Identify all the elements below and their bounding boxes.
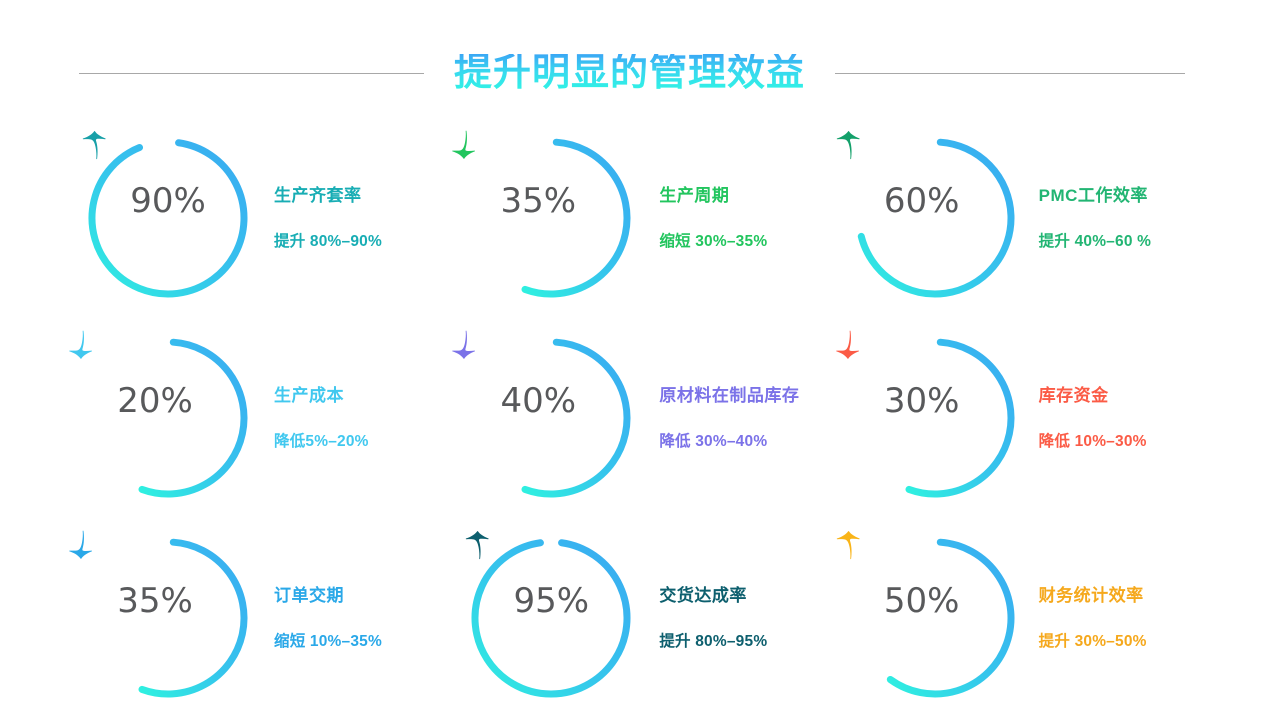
kpi-labels: 生产齐套率 提升 80%–90% — [274, 187, 382, 250]
kpi-dial: 30% — [835, 330, 1023, 506]
kpi-dial-center: 20% — [67, 330, 243, 506]
kpi-delta: 缩短 30%–35% — [659, 232, 768, 250]
kpi-name: 库存资金 — [1038, 385, 1109, 405]
kpi-name: PMC工作效率 — [1038, 185, 1148, 205]
kpi-item: 90% 生产齐套率 提升 80%–90% — [62, 118, 445, 318]
header-rule-right — [835, 72, 1185, 74]
kpi-dial-center: 60% — [834, 130, 1010, 306]
kpi-dial-center: 35% — [450, 130, 626, 306]
kpi-dial: 50% — [836, 530, 1023, 706]
kpi-item: 35% 生产周期 缩短 30%–35% — [445, 118, 828, 318]
kpi-delta: 降低 10%–30% — [1038, 432, 1147, 450]
kpi-labels: PMC工作效率 提升 40%–60 % — [1039, 187, 1151, 250]
kpi-name: 生产成本 — [274, 385, 344, 405]
kpi-labels: 订单交期 缩短 10%–35% — [274, 587, 382, 650]
kpi-dial: 90% — [80, 130, 256, 306]
kpi-delta: 降低5%–20% — [274, 432, 369, 450]
kpi-labels: 原材料在制品库存 降低 30%–40% — [659, 387, 799, 450]
kpi-dial-center: 35% — [67, 530, 243, 706]
page-title: 提升明显的管理效益 — [453, 52, 805, 94]
kpi-value: 50% — [883, 580, 960, 621]
kpi-dial-center: 50% — [834, 530, 1010, 706]
kpi-name: 原材料在制品库存 — [659, 385, 800, 405]
progress-ring-icon — [138, 538, 248, 698]
kpi-value: 95% — [513, 580, 590, 621]
kpi-name: 财务统计效率 — [1038, 585, 1144, 605]
kpi-delta: 缩短 10%–35% — [274, 632, 382, 650]
kpi-name: 交货达成率 — [659, 585, 747, 605]
kpi-value: 60% — [883, 180, 960, 221]
kpi-name: 生产齐套率 — [274, 185, 362, 205]
kpi-labels: 库存资金 降低 10%–30% — [1039, 387, 1147, 450]
kpi-value: 35% — [117, 580, 193, 621]
kpi-value: 35% — [500, 180, 577, 221]
kpi-item: 20% 生产成本 降低5%–20% — [62, 318, 445, 518]
kpi-dial: 60% — [836, 130, 1023, 306]
kpi-labels: 生产成本 降低5%–20% — [274, 387, 369, 450]
progress-ring-icon — [886, 538, 1015, 698]
kpi-item: 35% 订单交期 缩短 10%–35% — [62, 518, 445, 718]
kpi-labels: 生产周期 缩短 30%–35% — [659, 187, 767, 250]
kpi-delta: 提升 30%–50% — [1038, 632, 1147, 650]
kpi-value: 30% — [883, 380, 960, 421]
kpi-delta: 提升 80%–90% — [274, 232, 382, 250]
kpi-item: 50% 财务统计效率 提升 30%–50% — [829, 518, 1212, 718]
kpi-dial-center: 40% — [450, 330, 626, 506]
progress-ring-icon — [521, 338, 631, 498]
progress-ring-icon — [471, 539, 631, 698]
kpi-dial: 95% — [463, 530, 639, 706]
kpi-labels: 财务统计效率 提升 30%–50% — [1039, 587, 1147, 650]
kpi-dial: 20% — [69, 330, 256, 506]
header-rule-left — [78, 72, 424, 74]
kpi-item: 40% 原材料在制品库存 降低 30%–40% — [445, 318, 828, 518]
kpi-dial: 35% — [452, 130, 639, 306]
kpi-item: 60% PMC工作效率 提升 40%–60 % — [829, 118, 1212, 318]
progress-ring-icon — [905, 338, 1015, 498]
kpi-labels: 交货达成率 提升 80%–95% — [659, 587, 767, 650]
kpi-dial: 40% — [452, 330, 639, 506]
kpi-dial-center: 95% — [463, 530, 639, 706]
progress-ring-icon — [138, 338, 248, 498]
kpi-item: 30% 库存资金 降低 10%–30% — [829, 318, 1212, 518]
progress-ring-icon — [88, 139, 248, 298]
kpi-dial-center: 30% — [834, 330, 1010, 506]
kpi-name: 订单交期 — [274, 585, 344, 605]
kpi-grid: 90% 生产齐套率 提升 80%–90% — [62, 118, 1212, 718]
kpi-delta: 提升 80%–95% — [659, 632, 768, 650]
page-header: 提升明显的管理效益 — [0, 40, 1264, 106]
kpi-dial: 35% — [69, 530, 256, 706]
kpi-name: 生产周期 — [659, 185, 730, 205]
kpi-value: 20% — [117, 380, 193, 421]
kpi-delta: 提升 40%–60 % — [1038, 232, 1152, 250]
progress-ring-icon — [521, 138, 631, 298]
kpi-delta: 降低 30%–40% — [659, 432, 768, 450]
kpi-value: 40% — [500, 380, 577, 421]
kpi-item: 95% 交货达成率 提升 80%–95% — [445, 518, 828, 718]
kpi-dial-center: 90% — [80, 130, 256, 306]
progress-ring-icon — [857, 138, 1015, 298]
kpi-value: 90% — [130, 180, 206, 221]
